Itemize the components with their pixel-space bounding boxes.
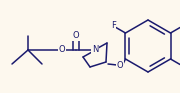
Text: O: O: [117, 61, 123, 69]
Text: O: O: [73, 32, 79, 40]
Text: N: N: [92, 45, 98, 54]
Text: F: F: [111, 21, 116, 31]
Text: O: O: [59, 45, 65, 54]
